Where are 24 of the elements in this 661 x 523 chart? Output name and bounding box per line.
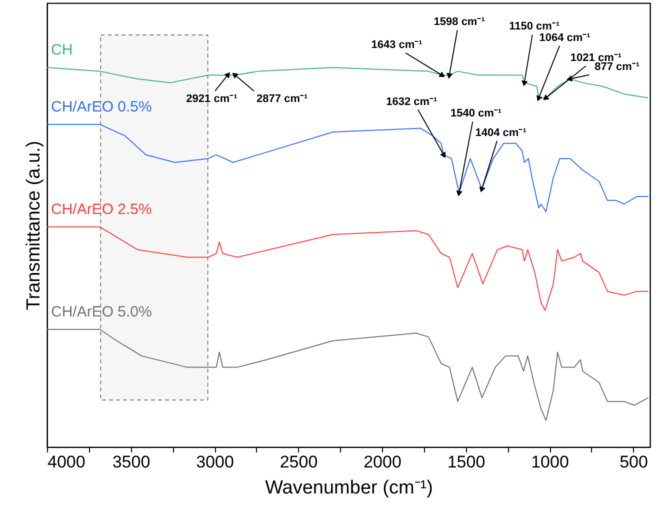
annotation: 1150 cm⁻¹ xyxy=(509,20,560,33)
annotation: 1632 cm⁻¹ xyxy=(386,96,438,108)
x-tick-label: 1000 xyxy=(531,452,569,472)
series-label: CH/ArEO 2.5% xyxy=(51,200,152,218)
annotation: 1598 cm⁻¹ xyxy=(434,16,486,28)
series-label: CH xyxy=(51,42,73,59)
y-axis-title: Transmittance (a.u.) xyxy=(24,140,44,310)
x-tick-label: 3000 xyxy=(196,452,234,472)
x-tick-label: 2000 xyxy=(364,452,402,472)
series-label: CH/ArEO 5.0% xyxy=(51,303,152,320)
x-tick-label: 2500 xyxy=(280,452,318,472)
annotation: 2921 cm⁻¹ xyxy=(186,93,238,106)
x-tick-label: 3500 xyxy=(112,452,150,472)
annotation: 877 cm⁻¹ xyxy=(594,60,640,73)
annotation: 1064 cm⁻¹ xyxy=(539,32,591,44)
x-tick-label: 500 xyxy=(620,452,648,472)
annotation: 1404 cm⁻¹ xyxy=(475,126,527,139)
annotation: 2877 cm⁻¹ xyxy=(256,93,308,106)
series-label: CH/ArEO 0.5% xyxy=(51,98,152,116)
x-tick-label: 1500 xyxy=(447,452,486,472)
x-tick-label: 4000 xyxy=(48,452,86,472)
x-axis-title: Wavenumber (cm⁻¹) xyxy=(265,478,433,498)
annotation: 1643 cm⁻¹ xyxy=(371,39,423,52)
annotation: 1540 cm⁻¹ xyxy=(450,108,502,120)
